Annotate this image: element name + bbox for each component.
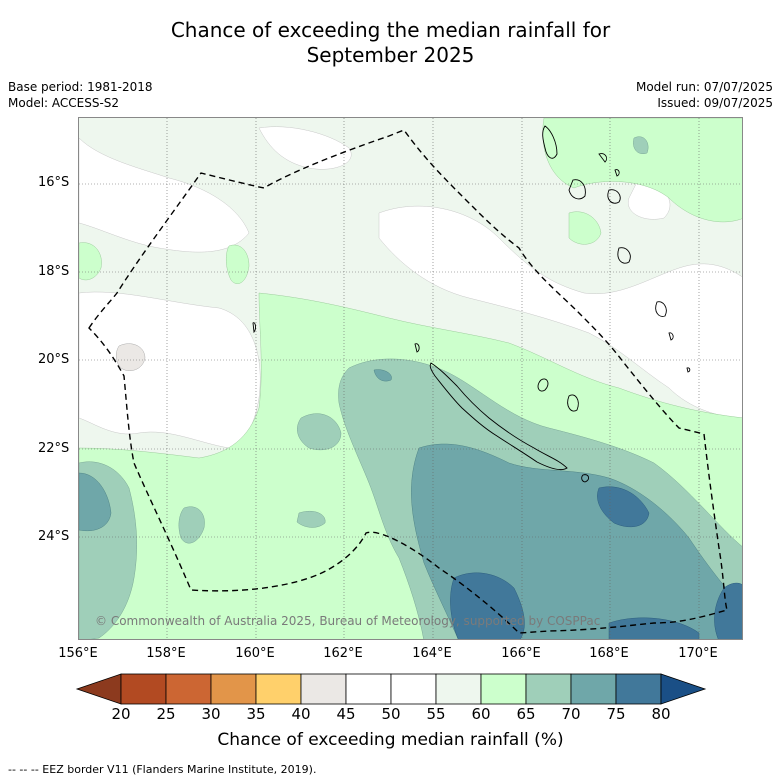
field-teal-top-right [633,136,649,154]
field-teal-spot-c [296,510,326,528]
lat-label-16s: 16°S [38,175,70,190]
vanuatu-espiritu-santo [542,125,558,159]
issued-date: Issued: 09/07/2025 [657,96,773,110]
vanuatu-north-b [614,169,620,177]
field-deep-teal-spot [373,369,392,382]
lat-label-24s: 24°S [38,529,70,544]
colorbar-tick-25: 25 [156,705,176,723]
small-island-left [252,322,256,334]
colorbar-tick-75: 75 [606,705,626,723]
lon-label-160e: 160°E [235,646,275,661]
colorbar-tick-55: 55 [426,705,446,723]
colorbar-segment-45_50 [345,673,392,705]
field-white-top-left [79,137,250,253]
coastlines [252,125,691,483]
colorbar-title: Chance of exceeding median rainfall (%) [217,730,564,750]
field-deep-teal-left [79,472,112,531]
colorbar-segment-65_70 [525,673,572,705]
vanuatu-efate [607,189,621,204]
colorbar-segment-35_40 [255,673,302,705]
colorbar-tick-40: 40 [291,705,311,723]
model-run-date: Model run: 07/07/2025 [635,80,773,94]
colorbar-tick-60: 60 [471,705,491,723]
lon-label-162e: 162°E [323,646,363,661]
colorbar-tick-20: 20 [111,705,131,723]
map-title: Chance of exceeding the median rainfall … [0,18,781,68]
field-blue-far-right [714,582,742,639]
colorbar-tick-70: 70 [561,705,581,723]
vanuatu-malakula [568,179,586,200]
model-name: Model: ACCESS-S2 [8,96,120,110]
run-info-right: Model run: 07/07/2025 Issued: 09/07/2025 [636,79,773,111]
colorbar-segment-75_80 [615,673,662,705]
colorbar [75,673,707,705]
lon-label-156e: 156°E [58,646,98,661]
colorbar-tick-65: 65 [516,705,536,723]
colorbar-tick-80: 80 [651,705,671,723]
colorbar-segment-40_45 [300,673,347,705]
field-teal-spot-a [297,413,342,451]
colorbar-segment-30_35 [210,673,257,705]
colorbar-extend-high [660,673,707,705]
matthew-island [686,367,691,373]
colorbar-tick-35: 35 [246,705,266,723]
loyalty-island-a [537,378,549,392]
colorbar-segment-25_30 [165,673,212,705]
field-green-top-right [542,118,742,223]
colorbar-segment-70_75 [570,673,617,705]
field-green-left [79,242,102,281]
run-info-left: Base period: 1981-2018 Model: ACCESS-S2 [8,79,153,111]
field-blue-east [597,486,650,528]
field-white-upper-right [378,205,742,419]
colorbar-tick-45: 45 [336,705,356,723]
colorbar-extend-low [75,673,122,705]
eez-footnote: -- -- -- EEZ border V11 (Flanders Marine… [8,763,317,776]
title-line-2: September 2025 [306,43,475,67]
lat-label-20s: 20°S [38,352,70,367]
vanuatu-aneityum [668,332,674,341]
lon-label-168e: 168°E [589,646,629,661]
lon-label-158e: 158°E [146,646,186,661]
field-green-right-spot [568,211,602,245]
rainfall-map[interactable] [78,117,743,640]
colorbar-tick-30: 30 [201,705,221,723]
lon-label-164e: 164°E [412,646,452,661]
belep-islands [414,343,420,353]
new-caledonia-coast [429,362,568,471]
lon-label-170e: 170°E [678,646,718,661]
copyright-notice: © Commonwealth of Australia 2025, Bureau… [95,614,601,628]
field-white-left [79,291,261,449]
vanuatu-tanna [655,301,667,317]
field-teal-spot-b [178,506,205,544]
colorbar-segment-55_60 [435,673,482,705]
vanuatu-erromango [617,247,631,264]
title-line-1: Chance of exceeding the median rainfall … [170,18,611,42]
vanuatu-north-a [598,153,608,163]
field-white-top-center [258,126,352,170]
graticule [79,118,742,639]
colorbar-segment-60_65 [480,673,527,705]
loyalty-island-b [567,394,579,412]
colorbar-tick-50: 50 [381,705,401,723]
lat-label-22s: 22°S [38,441,70,456]
field-green-center-spot [226,244,250,284]
lat-label-18s: 18°S [38,264,70,279]
eez-border [88,129,728,634]
lon-label-166e: 166°E [501,646,541,661]
colorbar-segment-20_25 [120,673,167,705]
colorbar-segment-50_55 [390,673,437,705]
base-period: Base period: 1981-2018 [8,80,153,94]
field-grey-spot [116,343,146,371]
map-canvas [79,118,742,639]
isle-of-pines [581,474,590,483]
